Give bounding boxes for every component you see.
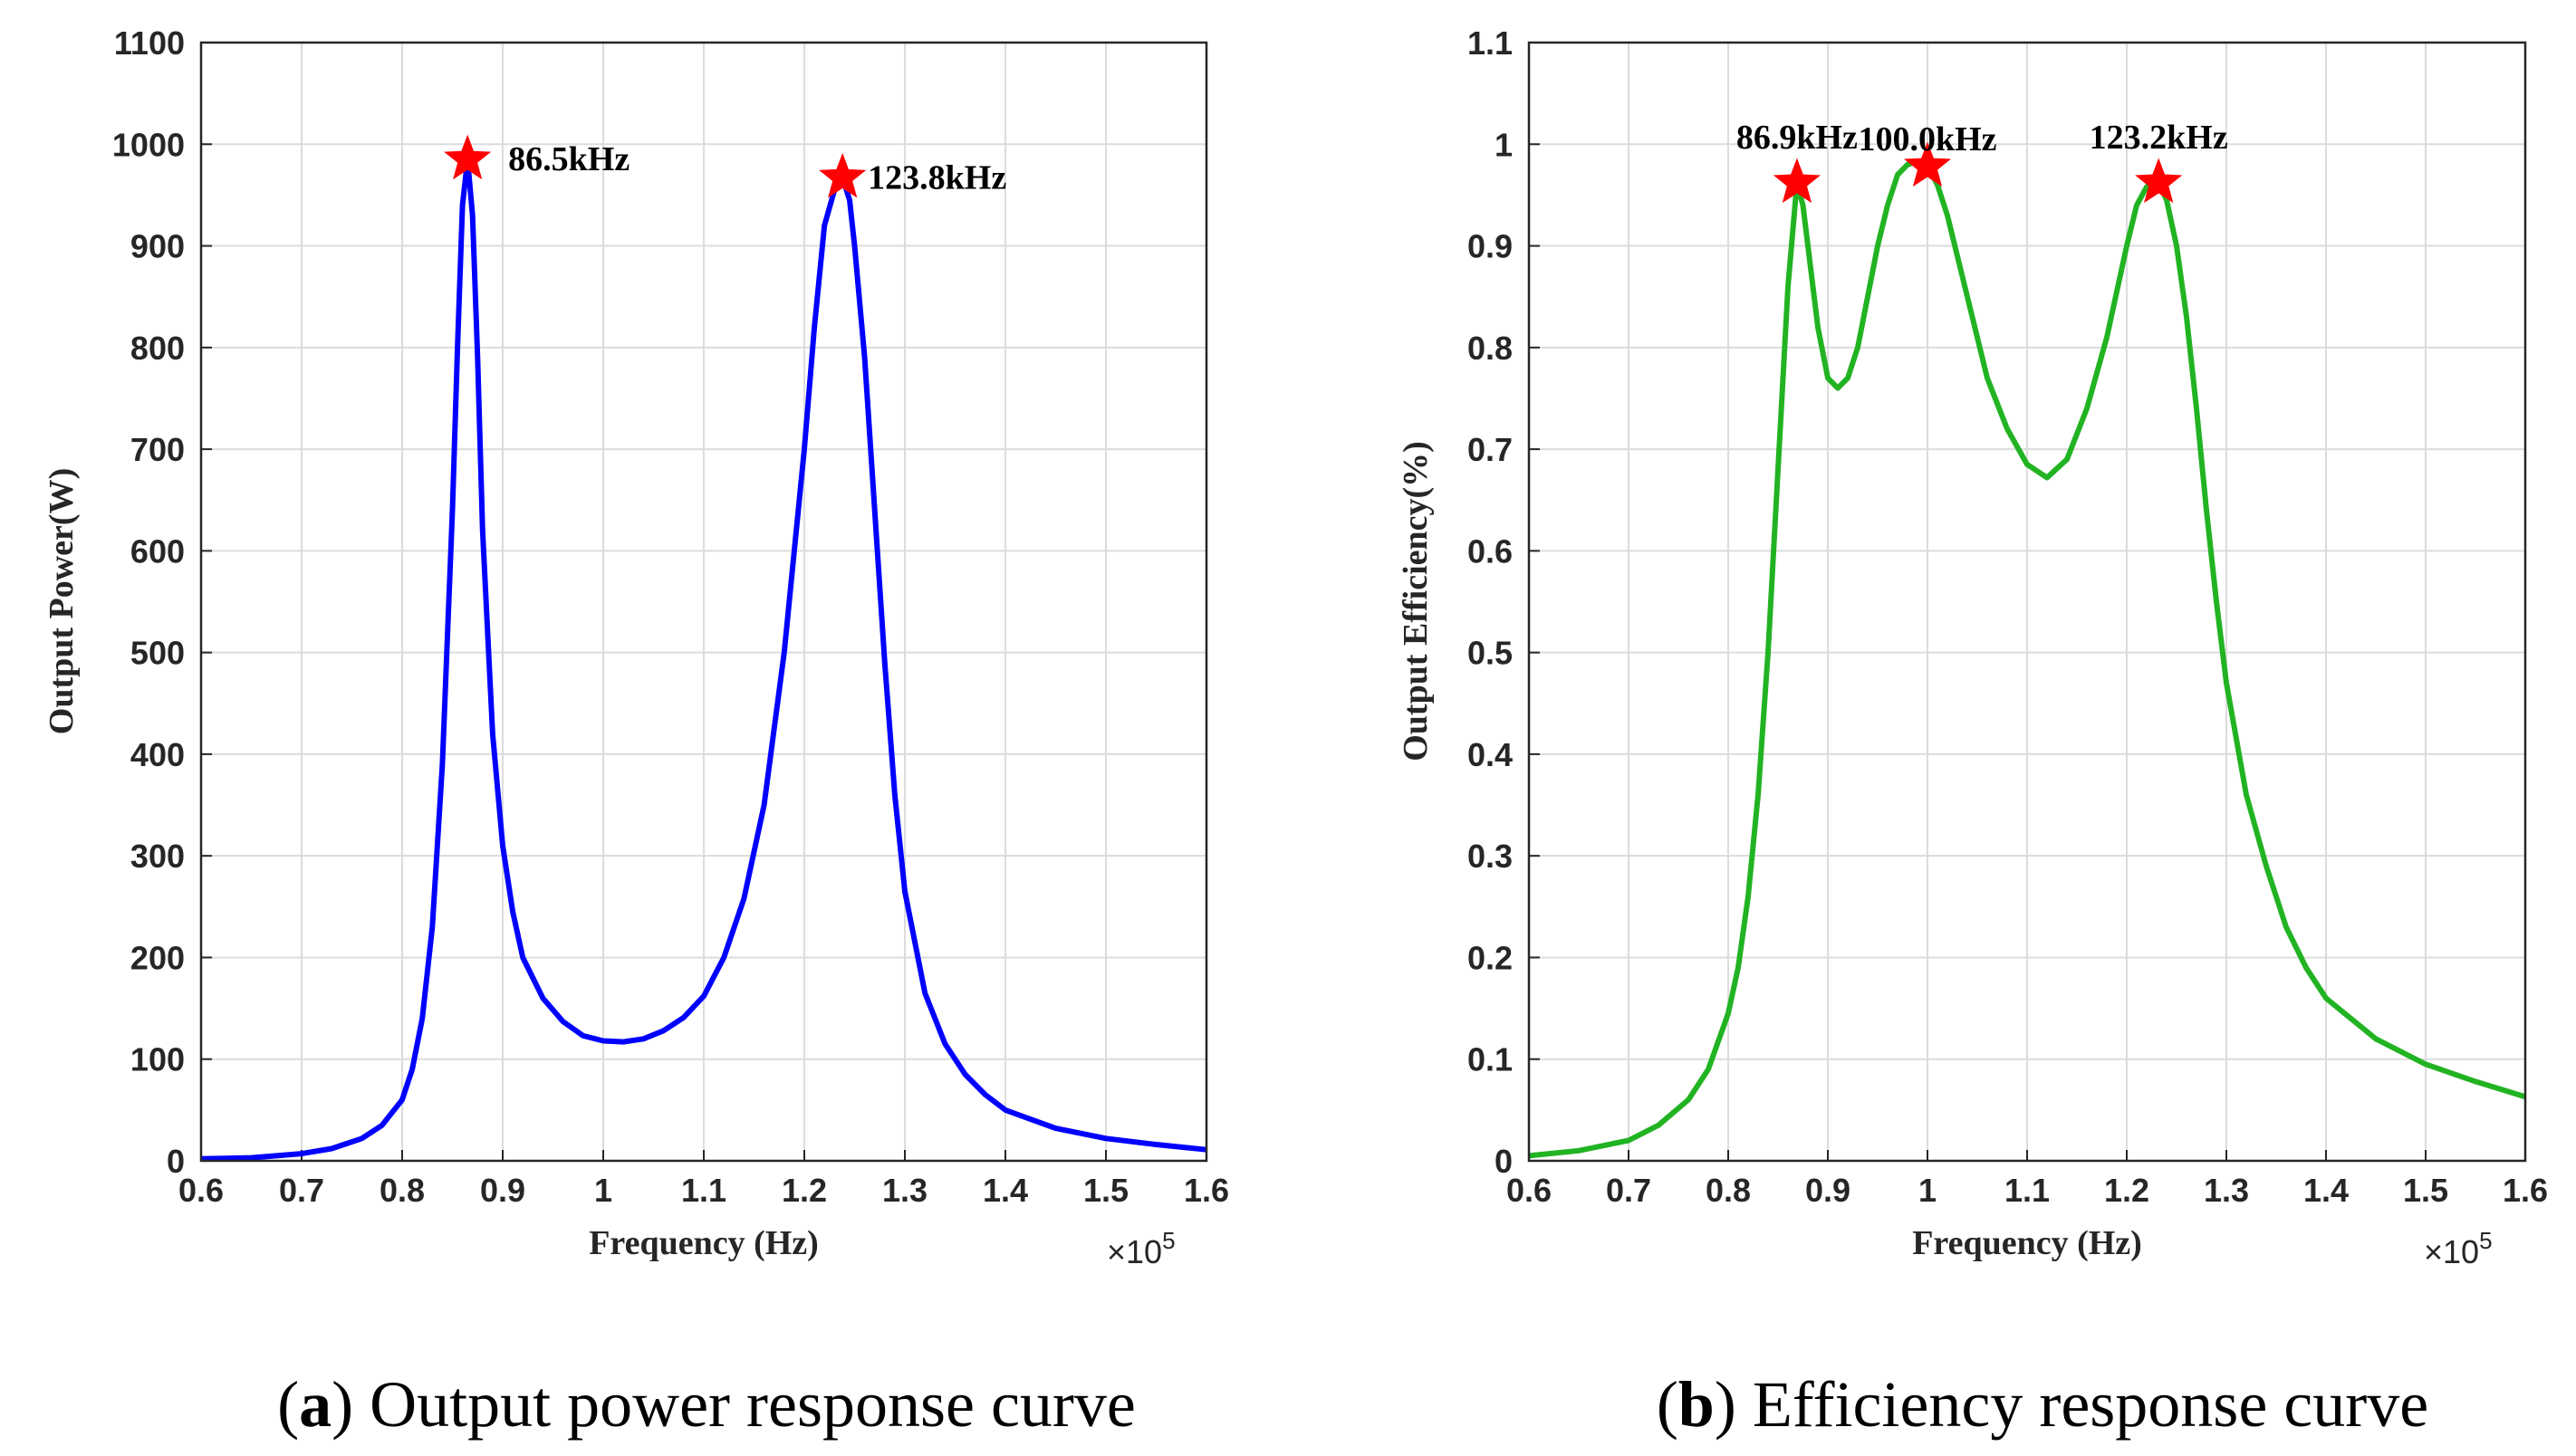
peak-marker-star	[2135, 158, 2183, 204]
x-tick-label: 1.1	[2004, 1172, 2050, 1209]
x-multiplier-b: ×105	[2424, 1227, 2493, 1270]
y-tick-label: 300	[130, 838, 185, 875]
peak-label: 100.0kHz	[1858, 120, 1996, 158]
peak-label: 123.2kHz	[2090, 119, 2228, 157]
y-tick-label: 0.1	[1467, 1041, 1513, 1078]
y-tick-label: 500	[130, 635, 185, 672]
y-tick-label: 0.8	[1467, 330, 1513, 367]
y-ticks-a: 0 100 200 300 400 500 600 700 800 900 1000 1100	[112, 24, 212, 1180]
y-tick-label: 100	[130, 1041, 185, 1078]
x-ticks-b: 0.6 0.7 0.8 0.9 1 1.1 1.2 1.3 1.4 1.5 1.6	[1506, 1150, 2548, 1209]
x-tick-label: 1.4	[983, 1172, 1028, 1209]
peak-label: 86.9kHz	[1736, 119, 1858, 157]
x-tick-label: 0.9	[480, 1172, 525, 1209]
caption-text-a: Output power response curve	[370, 1368, 1136, 1441]
x-tick-label: 1.5	[2403, 1172, 2448, 1209]
y-ticks-b: 0 0.1 0.2 0.3 0.4 0.5 0.6 0.7 0.8 0.9 1 1.1	[1467, 24, 1540, 1180]
y-tick-label: 0	[167, 1143, 185, 1180]
axes-box-a	[199, 41, 1208, 1163]
caption-text-b: Efficiency response curve	[1753, 1368, 2428, 1441]
y-axis-label-a: Output Power(W)	[43, 468, 81, 734]
x-axis-label-a: Frequency (Hz)	[589, 1224, 819, 1262]
x-tick-label: 0.6	[178, 1172, 224, 1209]
peak-marker-star	[1903, 141, 1952, 187]
caption-letter-a: a	[299, 1368, 332, 1441]
y-tick-label: 1100	[114, 24, 185, 62]
x-tick-label: 1.3	[882, 1172, 928, 1209]
multiplier-exp-a: 5	[1162, 1227, 1175, 1254]
x-tick-label: 1.2	[782, 1172, 827, 1209]
y-tick-label: 0.2	[1467, 939, 1513, 976]
markers-b: 86.9kHz 100.0kHz 123.2kHz	[1736, 119, 2228, 204]
x-tick-label: 0.8	[1706, 1172, 1751, 1209]
caption-a: (a) Output power response curve	[277, 1368, 1136, 1441]
y-tick-label: 1	[1495, 126, 1513, 163]
y-tick-label: 900	[130, 228, 185, 265]
x-tick-label: 0.7	[279, 1172, 324, 1209]
x-tick-label: 0.9	[1805, 1172, 1850, 1209]
y-tick-label: 0.9	[1467, 228, 1513, 265]
x-tick-label: 1.6	[1184, 1172, 1229, 1209]
peak-marker-star	[819, 152, 867, 198]
x-tick-label: 1	[1918, 1172, 1937, 1209]
multiplier-base-a: ×10	[1107, 1233, 1162, 1270]
y-tick-label: 400	[130, 736, 185, 773]
y-axis-label-b: Output Efficiency(%)	[1397, 441, 1435, 762]
x-multiplier-a: ×105	[1107, 1227, 1176, 1270]
x-tick-label: 0.6	[1506, 1172, 1552, 1209]
x-tick-label: 1.1	[681, 1172, 726, 1209]
x-axis-label-b: Frequency (Hz)	[1912, 1224, 2142, 1262]
y-tick-label: 1000	[112, 126, 185, 163]
markers-a: 86.5kHz 123.8kHz	[444, 134, 1006, 198]
y-tick-label: 600	[130, 532, 185, 570]
chart-a: 0 100 200 300 400 500 600 700 800 900 1000 1100 0.6…	[43, 24, 1229, 1441]
y-tick-label: 1.1	[1467, 24, 1513, 62]
x-tick-label: 1.3	[2204, 1172, 2249, 1209]
chart-b: 00.10.20.30.40.50.60.70.80.911.1 0.6 0.7 0…	[1397, 24, 2548, 1441]
x-ticks-a: 0.6 0.7 0.8 0.9 1 1.1 1.2 1.3 1.4 1.5 1.6	[178, 1150, 1229, 1209]
x-tick-label: 0.8	[380, 1172, 425, 1209]
x-tick-label: 0.7	[1606, 1172, 1651, 1209]
x-tick-label: 1.6	[2503, 1172, 2548, 1209]
peak-label: 86.5kHz	[508, 140, 630, 178]
y-tick-label: 0.3	[1467, 838, 1513, 875]
y-tick-label: 0	[1495, 1143, 1513, 1180]
y-tick-label: 800	[130, 330, 185, 367]
multiplier-base-b: ×10	[2424, 1233, 2479, 1270]
y-tick-label: 0.7	[1467, 431, 1513, 468]
series-line-efficiency	[1528, 158, 2526, 1159]
x-tick-label: 1.4	[2303, 1172, 2349, 1209]
x-tick-label: 1.2	[2104, 1172, 2149, 1209]
peak-label: 123.8kHz	[868, 158, 1006, 196]
caption-letter-b: b	[1678, 1368, 1715, 1441]
axes-box-b	[1527, 41, 2527, 1163]
series-line-output-power	[200, 157, 1207, 1162]
y-tick-label: 0.5	[1467, 635, 1513, 672]
caption-b: (b) Efficiency response curve	[1657, 1368, 2428, 1441]
y-tick-label: 700	[130, 431, 185, 468]
multiplier-exp-b: 5	[2479, 1227, 2492, 1254]
peak-marker-star	[444, 134, 492, 180]
peak-marker-star	[1773, 158, 1821, 204]
y-tick-label: 200	[130, 939, 185, 976]
x-tick-label: 1.5	[1083, 1172, 1129, 1209]
y-tick-label: 0.4	[1467, 736, 1513, 773]
x-tick-label: 1	[594, 1172, 612, 1209]
y-tick-label: 0.6	[1467, 532, 1513, 570]
